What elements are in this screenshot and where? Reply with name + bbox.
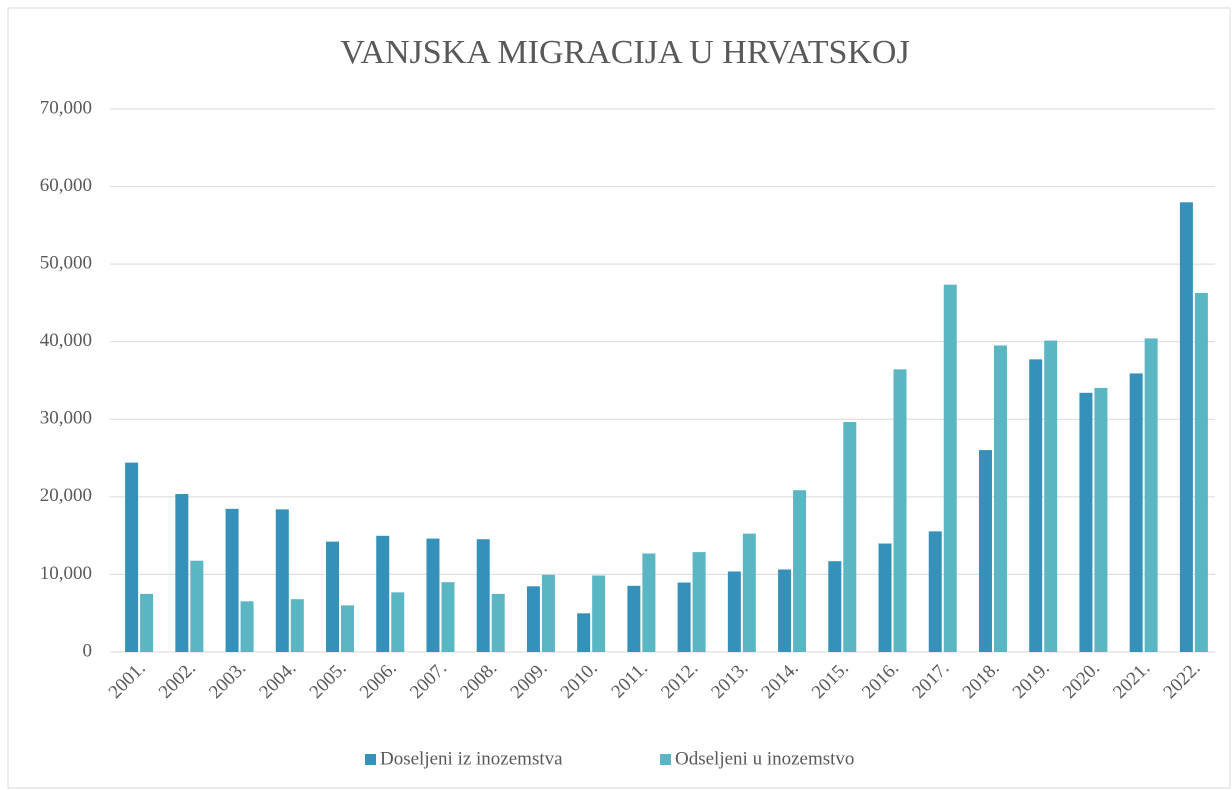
bar	[426, 538, 440, 652]
bar	[1129, 373, 1143, 652]
chart-frame	[7, 7, 1231, 789]
bar	[1094, 387, 1108, 652]
bar	[843, 421, 857, 652]
bar	[1194, 292, 1208, 652]
bar	[642, 553, 656, 652]
bar	[541, 574, 555, 652]
bar	[326, 541, 340, 652]
bar	[1144, 338, 1158, 652]
bar	[928, 531, 942, 652]
bar	[275, 509, 289, 652]
legend-label: Doseljeni iz inozemstva	[380, 748, 563, 769]
bar	[391, 592, 405, 652]
bar	[1044, 340, 1058, 652]
y-tick-label: 10,000	[40, 563, 92, 584]
bar	[476, 539, 490, 652]
bar	[1179, 202, 1193, 652]
bar	[290, 599, 304, 652]
bar	[893, 369, 907, 652]
bar	[627, 585, 641, 652]
y-tick-label: 0	[83, 640, 93, 661]
y-tick-label: 60,000	[40, 175, 92, 196]
bar	[526, 586, 540, 652]
bar	[341, 605, 355, 652]
bar	[125, 462, 139, 652]
bar	[140, 593, 154, 652]
bar	[943, 284, 957, 652]
bar	[577, 613, 591, 652]
bar	[993, 345, 1007, 652]
bar	[1079, 392, 1093, 652]
chart-title: VANJSKA MIGRACIJA U HRVATSKOJ	[340, 34, 909, 71]
legend-swatch	[660, 754, 671, 765]
bar	[677, 582, 691, 652]
bar	[778, 569, 792, 652]
y-tick-label: 30,000	[40, 408, 92, 429]
bar	[828, 561, 842, 652]
legend-label: Odseljeni u inozemstvo	[675, 748, 854, 769]
bar	[190, 560, 204, 652]
bar	[491, 593, 505, 652]
bar	[878, 543, 892, 652]
y-tick-label: 20,000	[40, 485, 92, 506]
bar	[240, 601, 254, 652]
bar	[175, 494, 189, 652]
bar	[441, 582, 455, 652]
y-tick-label: 50,000	[40, 253, 92, 274]
bar	[1029, 359, 1043, 652]
legend-swatch	[365, 754, 376, 765]
bar	[793, 490, 807, 652]
bar	[225, 508, 239, 652]
y-tick-label: 70,000	[40, 97, 92, 118]
bar	[727, 571, 741, 652]
y-tick-label: 40,000	[40, 330, 92, 351]
bar	[742, 533, 756, 652]
bar	[592, 575, 606, 652]
bar	[692, 552, 706, 652]
bar	[978, 450, 992, 652]
bar	[376, 535, 390, 652]
